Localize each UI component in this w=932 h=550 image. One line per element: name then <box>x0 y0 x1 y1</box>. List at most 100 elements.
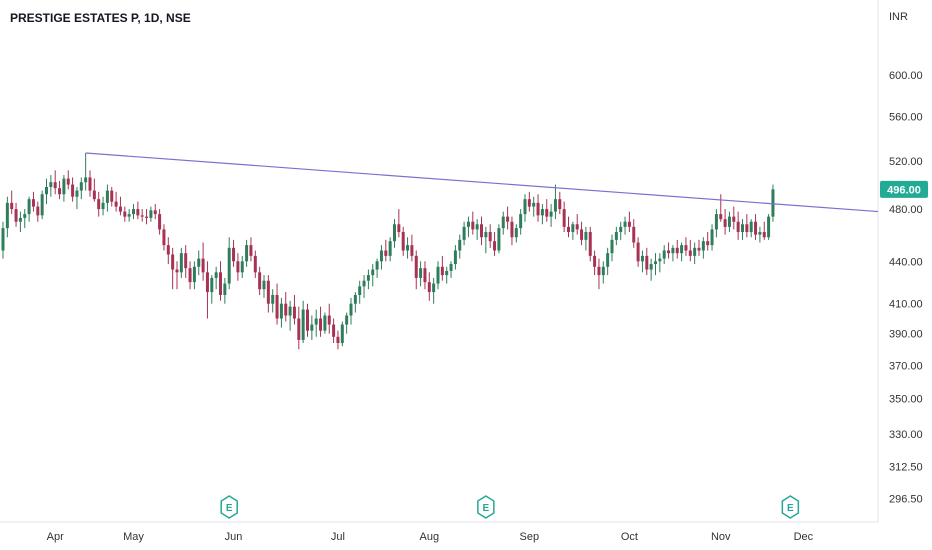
earnings-marker-0[interactable]: E <box>220 495 238 519</box>
y-tick-label-9: 330.00 <box>889 429 923 441</box>
candle-174 <box>758 226 762 243</box>
candle-body <box>118 206 122 212</box>
earnings-marker-1[interactable]: E <box>477 495 495 519</box>
candle-156 <box>680 242 684 262</box>
x-tick-label-0: Apr <box>47 531 64 543</box>
candle-body <box>727 216 731 227</box>
earnings-letter: E <box>226 503 233 514</box>
candle-145 <box>632 219 636 248</box>
candle-body <box>371 269 375 276</box>
candle-69 <box>301 300 305 344</box>
candle-175 <box>762 221 766 240</box>
y-tick-label-4: 440.00 <box>889 256 923 268</box>
candle-body <box>680 245 684 254</box>
candle-body <box>314 318 318 325</box>
candle-43 <box>188 261 192 290</box>
trendline[interactable] <box>85 152 879 213</box>
candle-55 <box>240 255 244 278</box>
candle-body <box>688 250 692 256</box>
candle-body <box>475 224 479 230</box>
candle-body <box>745 224 749 233</box>
candle-body <box>266 280 270 304</box>
candle-83 <box>362 275 366 298</box>
candle-37 <box>162 224 166 251</box>
candle-body <box>558 199 562 210</box>
candle-114 <box>497 224 501 254</box>
earnings-letter: E <box>787 503 794 514</box>
candle-112 <box>488 224 492 248</box>
candle-body <box>53 182 57 189</box>
candle-body <box>275 294 279 319</box>
candle-body <box>262 280 266 290</box>
candle-body <box>192 266 196 283</box>
candle-body <box>562 209 566 227</box>
candle-129 <box>562 201 566 233</box>
candle-body <box>449 264 453 271</box>
candle-57 <box>249 237 253 262</box>
candle-body <box>614 232 618 240</box>
candle-91 <box>397 209 401 238</box>
candle-body <box>66 178 70 185</box>
candle-body <box>388 241 392 256</box>
candle-66 <box>288 300 292 331</box>
candle-body <box>519 214 523 229</box>
candle-74 <box>323 312 327 334</box>
candle-body <box>510 221 514 238</box>
candles <box>1 153 775 350</box>
candle-body <box>654 261 657 265</box>
candle-102 <box>445 266 449 284</box>
candle-body <box>719 214 723 220</box>
candle-body <box>1 228 5 251</box>
candle-body <box>710 229 714 246</box>
candle-147 <box>640 250 644 273</box>
candle-body <box>114 201 118 207</box>
candle-48 <box>210 275 214 304</box>
candle-body <box>45 186 48 195</box>
candle-0 <box>1 221 5 259</box>
candle-68 <box>297 306 301 350</box>
candle-11 <box>49 175 53 197</box>
candle-25 <box>110 186 114 207</box>
earnings-marker-2[interactable]: E <box>781 495 800 519</box>
candle-body <box>432 283 436 293</box>
candle-127 <box>553 184 557 220</box>
candle-body <box>532 202 536 207</box>
candle-8 <box>36 201 40 222</box>
candle-34 <box>149 206 153 222</box>
last-price-badge <box>880 180 928 198</box>
candle-86 <box>375 258 379 278</box>
candle-body <box>127 214 131 217</box>
candle-18 <box>79 177 83 200</box>
candle-body <box>471 221 475 230</box>
candle-body <box>397 224 401 233</box>
candle-body <box>297 318 301 340</box>
candle-111 <box>484 226 488 254</box>
candle-115 <box>501 211 505 235</box>
candle-body <box>640 255 644 262</box>
candle-128 <box>558 191 562 215</box>
candle-body <box>179 253 183 273</box>
candle-169 <box>736 211 740 240</box>
candle-body <box>323 315 327 331</box>
candle-110 <box>480 216 483 246</box>
candle-body <box>23 214 27 218</box>
candle-body <box>149 210 153 218</box>
candle-body <box>97 199 101 210</box>
candle-body <box>14 209 18 222</box>
candle-38 <box>166 237 170 265</box>
candle-58 <box>253 250 257 278</box>
candle-body <box>240 261 244 273</box>
candle-148 <box>645 247 649 276</box>
candle-body <box>632 226 636 243</box>
candle-141 <box>614 226 618 246</box>
x-tick-label-1: May <box>123 531 144 543</box>
candle-body <box>588 232 592 256</box>
candle-body <box>84 177 88 183</box>
candle-body <box>158 214 162 230</box>
candle-body <box>197 258 201 267</box>
y-tick-label-11: 296.50 <box>889 493 923 505</box>
candle-body <box>501 216 505 229</box>
candle-body <box>140 215 144 217</box>
candle-body <box>553 199 557 212</box>
